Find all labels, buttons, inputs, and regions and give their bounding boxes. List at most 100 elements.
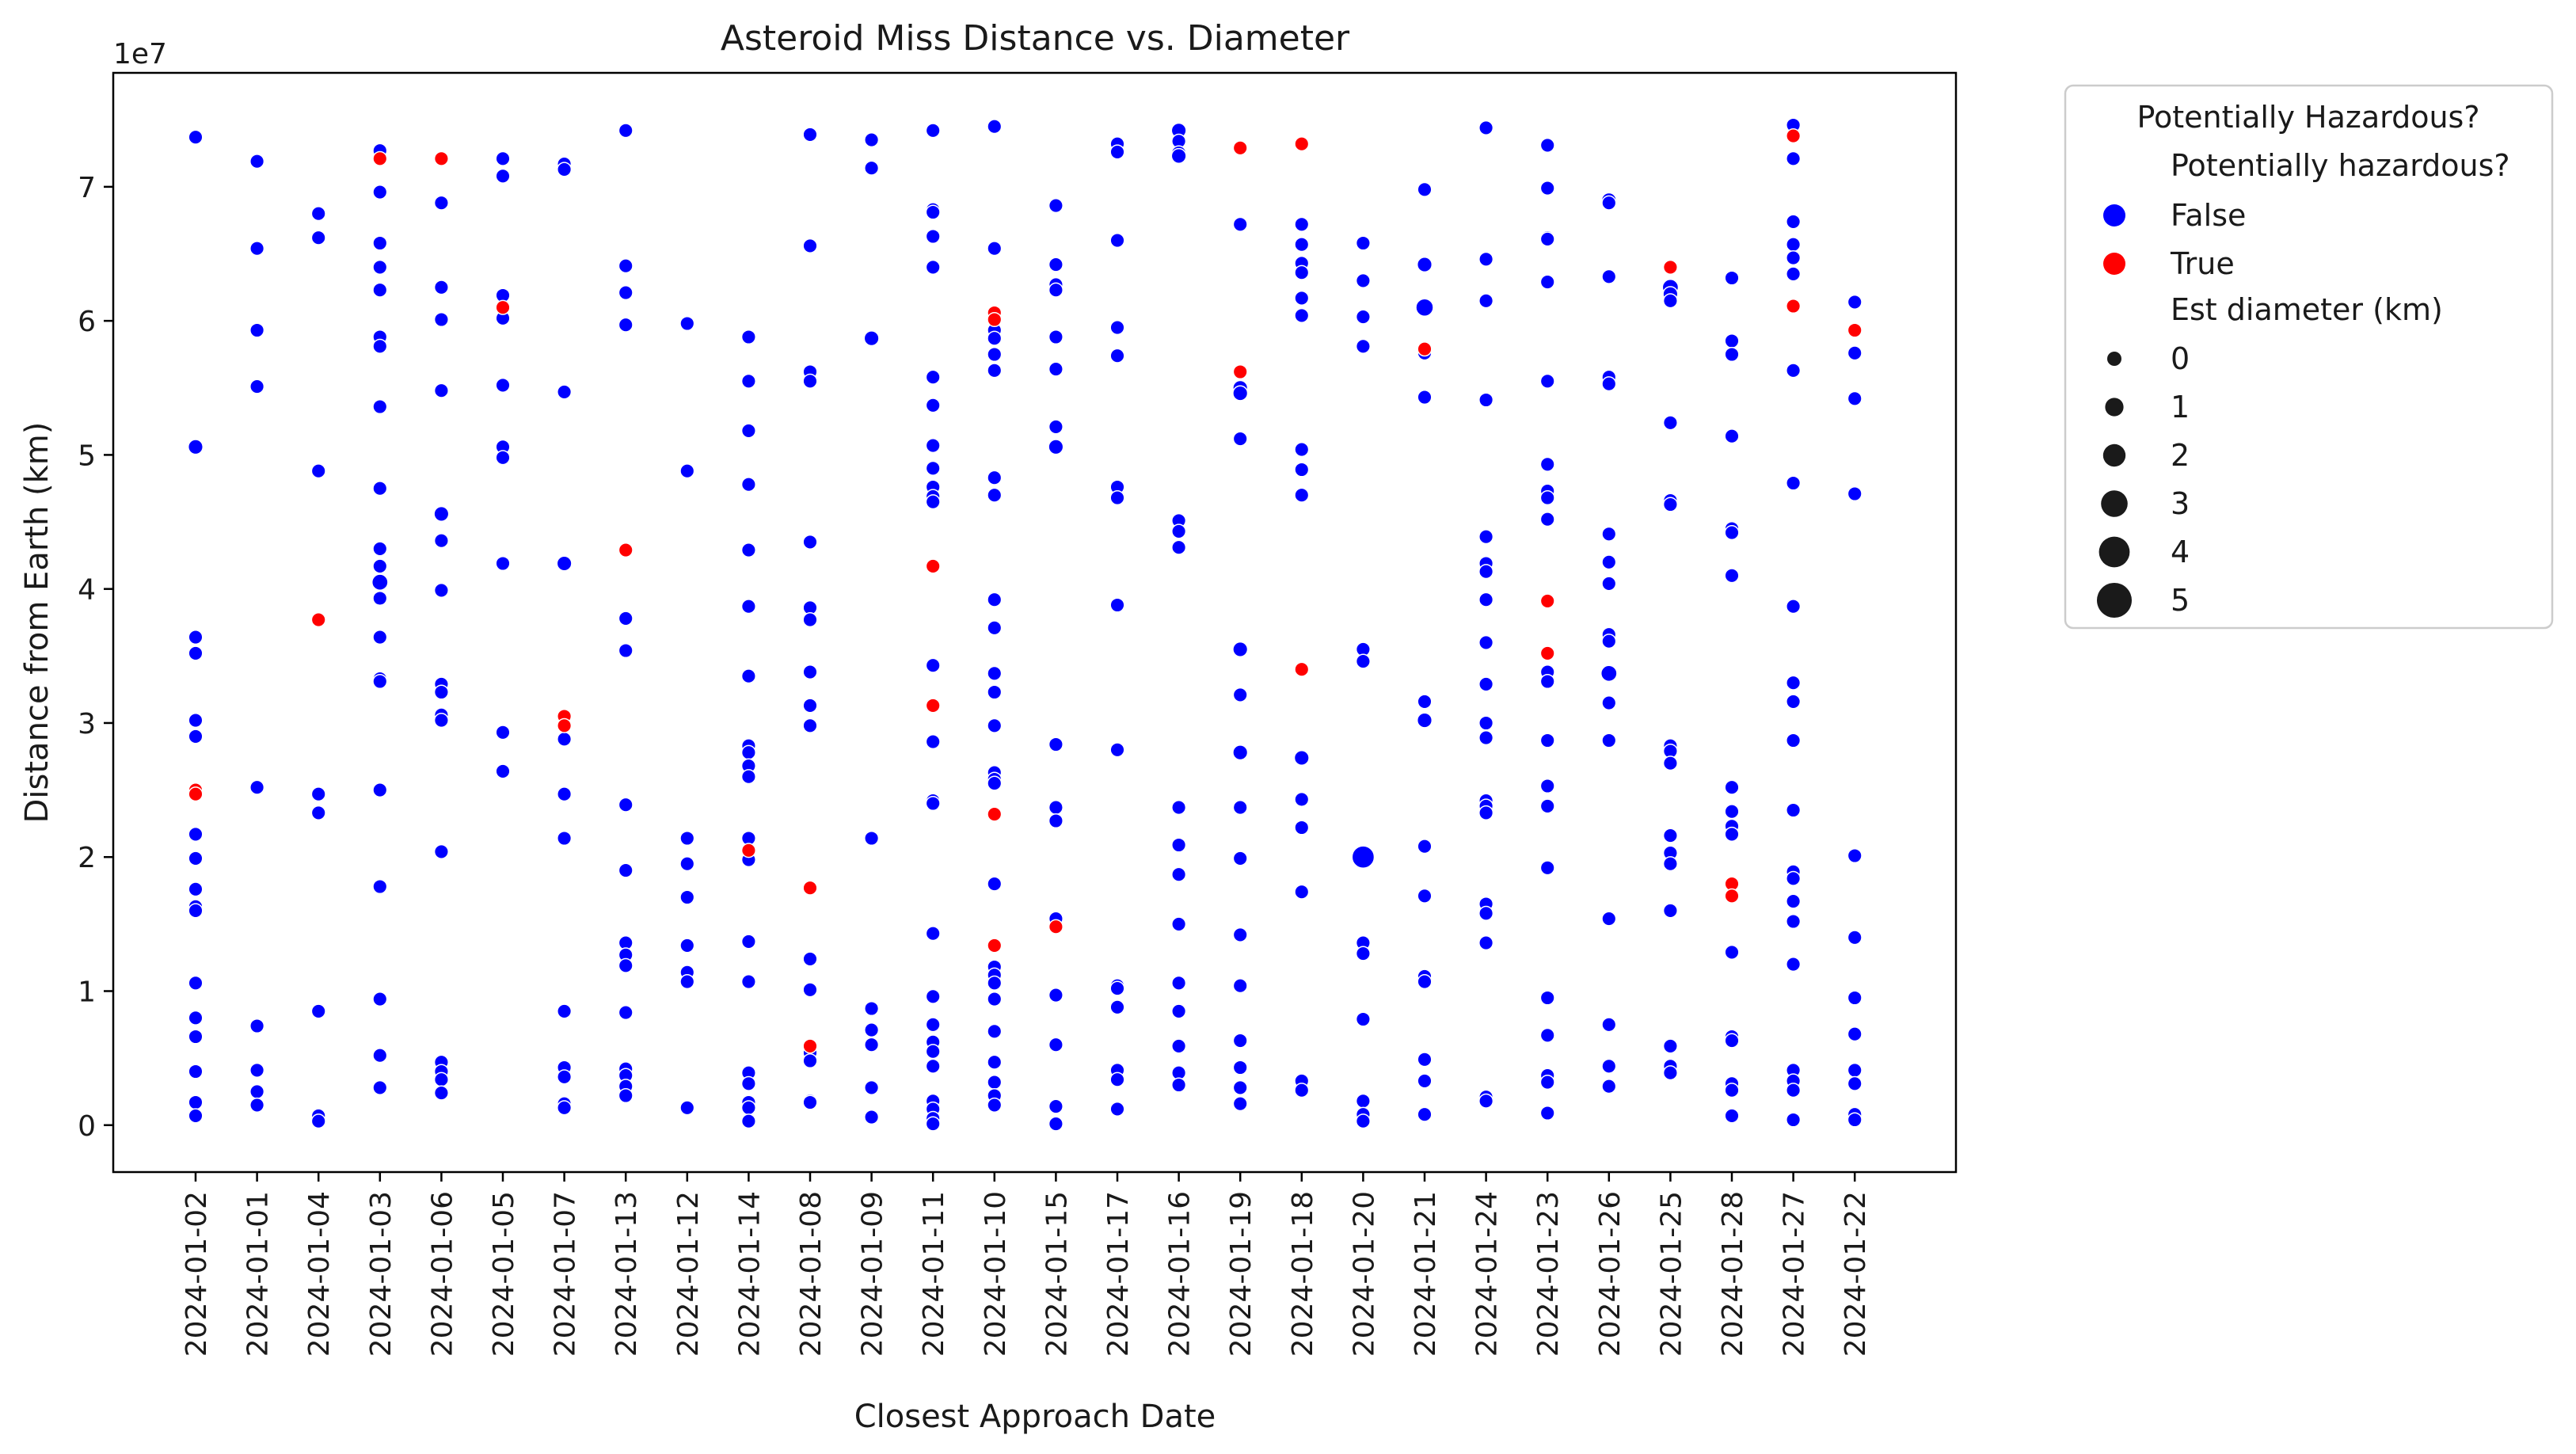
non-hazardous-point (1171, 800, 1187, 816)
non-hazardous-point (618, 1087, 634, 1104)
non-hazardous-point (1478, 805, 1494, 820)
hazardous-point (1539, 593, 1555, 609)
y-tick-label: 5 (78, 440, 96, 472)
non-hazardous-point (433, 280, 449, 295)
non-hazardous-point (495, 725, 511, 740)
non-hazardous-point (188, 975, 204, 991)
non-hazardous-point (925, 494, 941, 510)
non-hazardous-point (987, 684, 1003, 700)
non-hazardous-point (1232, 641, 1249, 657)
non-hazardous-point (1539, 274, 1555, 290)
non-hazardous-point (1171, 523, 1187, 539)
legend-size-label: 1 (2171, 390, 2190, 424)
non-hazardous-point (925, 1017, 941, 1033)
non-hazardous-point (863, 330, 880, 347)
non-hazardous-point (1048, 198, 1064, 214)
non-hazardous-point (310, 230, 326, 246)
hazardous-point (987, 938, 1003, 953)
non-hazardous-point (1232, 216, 1248, 232)
non-hazardous-point (1724, 944, 1740, 960)
non-hazardous-point (188, 881, 204, 897)
non-hazardous-point (557, 384, 573, 400)
non-hazardous-point (249, 1083, 265, 1099)
non-hazardous-point (372, 992, 388, 1007)
non-hazardous-point (925, 1044, 941, 1060)
non-hazardous-point (433, 195, 449, 211)
non-hazardous-point (1786, 675, 1802, 691)
non-hazardous-point (495, 150, 511, 166)
non-hazardous-point (1109, 348, 1125, 364)
non-hazardous-point (249, 322, 265, 338)
non-hazardous-point (1355, 338, 1371, 354)
non-hazardous-point (433, 684, 449, 700)
non-hazardous-point (679, 315, 695, 332)
non-hazardous-point (679, 856, 695, 872)
non-hazardous-point (1294, 237, 1310, 253)
legend-size-label: 0 (2171, 341, 2190, 376)
non-hazardous-point (1601, 554, 1617, 570)
non-hazardous-point (372, 541, 388, 557)
non-hazardous-point (1478, 564, 1494, 580)
non-hazardous-point (1724, 1033, 1740, 1049)
non-hazardous-point (1478, 592, 1494, 607)
hazardous-point (495, 299, 511, 315)
non-hazardous-point (1048, 1116, 1064, 1132)
non-hazardous-point (679, 830, 695, 847)
non-hazardous-point (1478, 905, 1494, 921)
non-hazardous-point (740, 769, 756, 785)
non-hazardous-point (1171, 1003, 1187, 1019)
non-hazardous-point (1109, 1101, 1125, 1117)
hazardous-point (1232, 364, 1248, 380)
non-hazardous-point (740, 1100, 756, 1116)
non-hazardous-point (1601, 1079, 1617, 1094)
non-hazardous-point (1539, 1105, 1555, 1121)
x-tick-label: 2024-01-02 (181, 1191, 213, 1357)
non-hazardous-point (1662, 856, 1678, 872)
non-hazardous-point (372, 782, 388, 798)
hazardous-point (1539, 645, 1555, 661)
non-hazardous-point (372, 673, 388, 690)
non-hazardous-point (1417, 181, 1433, 197)
non-hazardous-point (1109, 742, 1125, 758)
non-hazardous-point (372, 878, 388, 895)
non-hazardous-point (802, 982, 818, 998)
x-tick-label: 2024-01-11 (918, 1191, 950, 1357)
y-offset-label: 1e7 (113, 38, 167, 70)
non-hazardous-point (618, 611, 634, 626)
non-hazardous-point (310, 206, 326, 222)
non-hazardous-point (1232, 744, 1249, 761)
non-hazardous-point (372, 259, 388, 275)
non-hazardous-point (188, 1029, 204, 1045)
non-hazardous-point (188, 1010, 204, 1026)
non-hazardous-point (310, 1113, 326, 1129)
non-hazardous-point (1232, 385, 1249, 402)
y-tick-label: 0 (78, 1110, 96, 1143)
non-hazardous-point (1601, 576, 1617, 592)
non-hazardous-point (1601, 1017, 1617, 1033)
non-hazardous-point (1171, 1038, 1187, 1054)
non-hazardous-point (1847, 1062, 1863, 1078)
non-hazardous-point (1847, 1026, 1863, 1042)
non-hazardous-point (925, 795, 941, 812)
non-hazardous-point (495, 168, 511, 184)
y-tick-label: 1 (78, 976, 96, 1008)
non-hazardous-point (740, 668, 756, 684)
non-hazardous-point (987, 241, 1003, 257)
non-hazardous-point (1294, 820, 1310, 835)
non-hazardous-point (1048, 800, 1064, 816)
non-hazardous-point (740, 934, 756, 950)
non-hazardous-point (1294, 307, 1310, 323)
non-hazardous-point (1294, 791, 1310, 807)
legend-size-label: 2 (2171, 438, 2190, 473)
x-tick-label: 2024-01-27 (1779, 1191, 1811, 1357)
non-hazardous-point (987, 775, 1003, 791)
legend: Potentially Hazardous? Potentially hazar… (2064, 84, 2554, 630)
non-hazardous-point (1847, 390, 1863, 406)
x-tick-label: 2024-01-04 (303, 1191, 336, 1357)
non-hazardous-point (1351, 845, 1376, 870)
x-tick-label: 2024-01-17 (1102, 1191, 1135, 1357)
non-hazardous-point (1294, 442, 1310, 458)
non-hazardous-point (433, 1085, 449, 1101)
non-hazardous-point (1048, 329, 1064, 345)
